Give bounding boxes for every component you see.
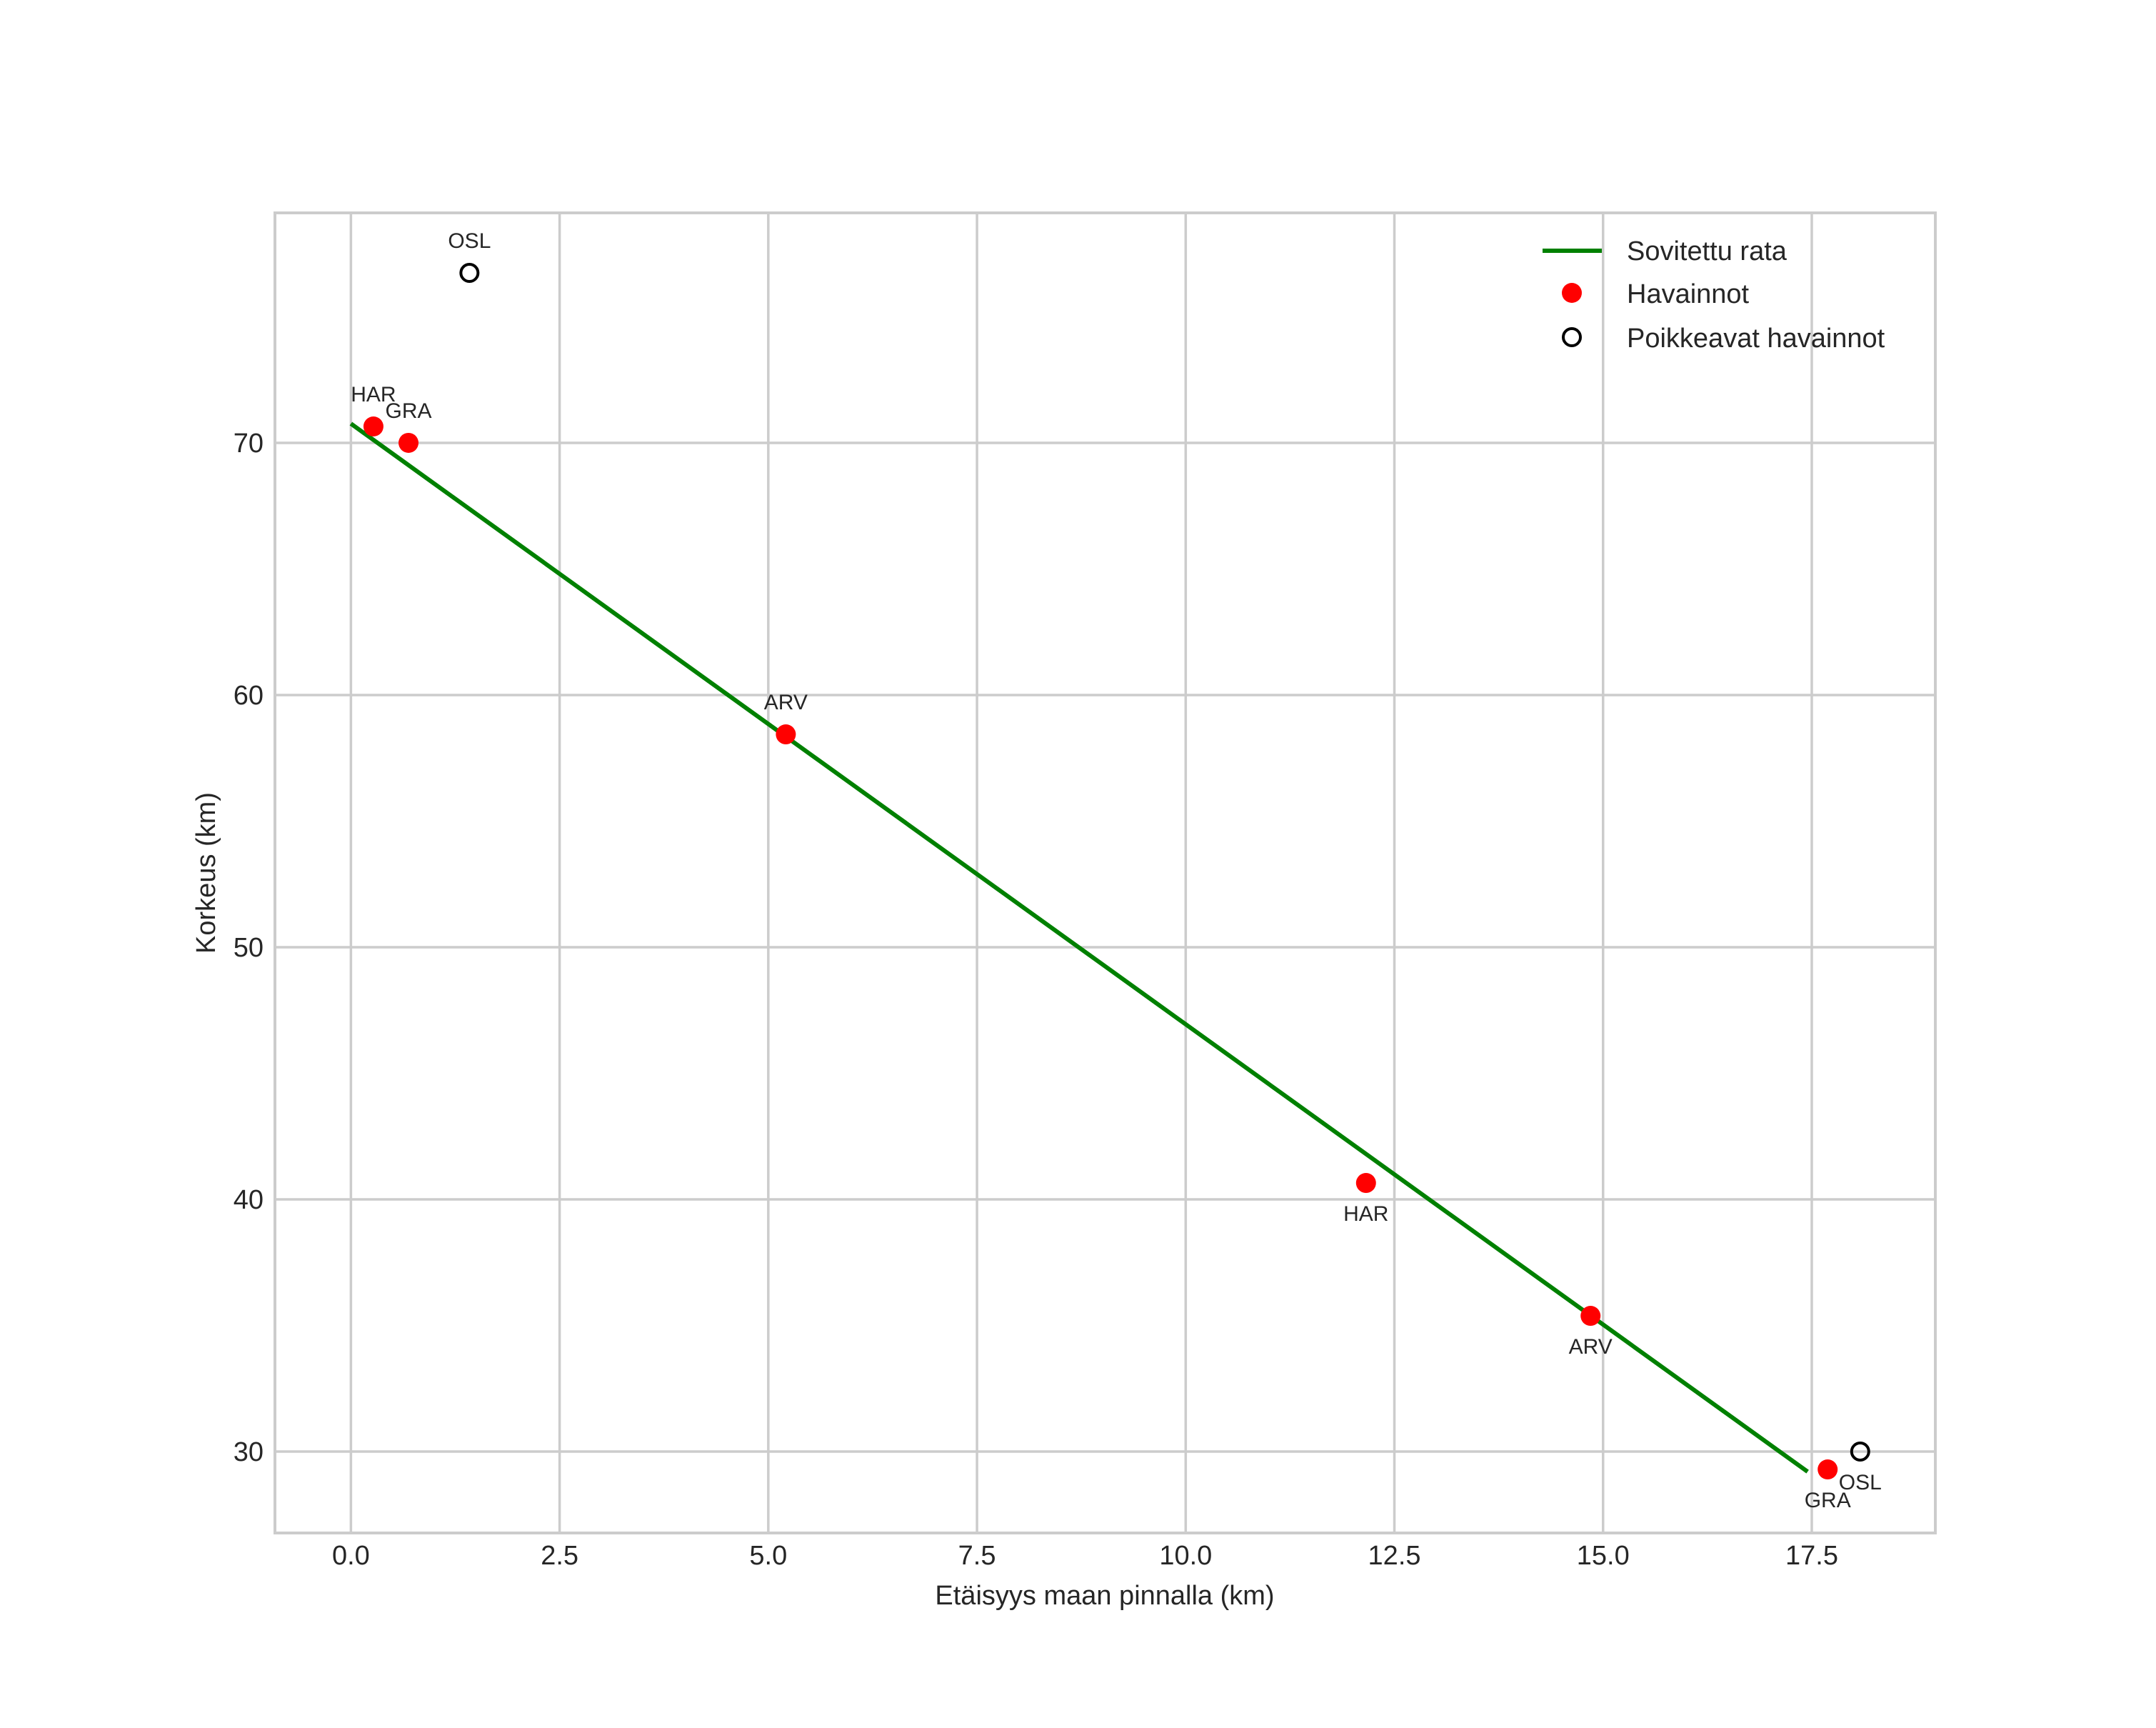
outlier-point xyxy=(459,263,480,284)
observation-point xyxy=(398,432,419,453)
y-gridlines xyxy=(275,441,1935,1453)
fit-line xyxy=(349,421,1809,1474)
point-label: HAR xyxy=(351,383,396,406)
axes-frame xyxy=(274,211,1937,1534)
y-tick-label: 70 xyxy=(234,429,264,459)
legend-label-fit-line: Sovitettu rata xyxy=(1627,236,1788,266)
x-tick-label: 17.5 xyxy=(1785,1541,1838,1571)
y-tick-label: 40 xyxy=(234,1185,264,1215)
point-label: HAR xyxy=(1343,1202,1388,1226)
point-label: ARV xyxy=(1569,1335,1613,1359)
legend-item-outliers: Poikkeavat havainnot xyxy=(1562,324,1885,354)
x-tick-label: 7.5 xyxy=(958,1541,996,1571)
y-tick-label: 30 xyxy=(234,1437,264,1467)
legend-label-observations: Havainnot xyxy=(1627,279,1750,309)
fit-line-series xyxy=(349,421,1809,1474)
y-tick-label: 50 xyxy=(234,933,264,963)
point-label: OSL xyxy=(448,229,491,253)
y-tick-label: 60 xyxy=(234,681,264,711)
x-gridlines xyxy=(349,213,1813,1533)
observation-point xyxy=(1580,1306,1601,1327)
x-tick-label: 5.0 xyxy=(749,1541,787,1571)
y-axis-label: Korkeus (km) xyxy=(191,792,221,954)
x-axis-label: Etäisyys maan pinnalla (km) xyxy=(935,1581,1274,1611)
y-tick-labels: 30 40 50 60 70 xyxy=(234,429,264,1467)
outliers-series xyxy=(459,263,1870,1462)
hollow-circle-icon xyxy=(1562,327,1582,347)
plot-area: 0.0 2.5 5.0 7.5 10.0 12.5 15.0 17.5 3040506070 … xyxy=(234,211,1937,1571)
legend: Sovitettu rata Havainnot Poikkeavat hava… xyxy=(1543,236,1885,354)
x-tick-label: 2.5 xyxy=(541,1541,578,1571)
x-tick-label: 12.5 xyxy=(1368,1541,1421,1571)
observation-point xyxy=(1817,1459,1838,1480)
x-tick-label: 10.0 xyxy=(1159,1541,1212,1571)
point-label: GRA xyxy=(386,399,432,423)
legend-item-observations: Havainnot xyxy=(1562,279,1750,309)
x-tick-label: 15.0 xyxy=(1577,1541,1630,1571)
observation-point xyxy=(363,416,383,436)
observation-point xyxy=(776,724,796,745)
observations-series xyxy=(363,416,1838,1480)
legend-item-fit-line: Sovitettu rata xyxy=(1543,236,1788,266)
point-label: OSL xyxy=(1839,1471,1882,1494)
point-label: ARV xyxy=(764,691,808,714)
x-tick-labels: 0.0 2.5 5.0 7.5 10.0 12.5 15.0 17.5 xyxy=(332,1541,1838,1571)
point-label: GRA xyxy=(1805,1489,1851,1512)
legend-label-outliers: Poikkeavat havainnot xyxy=(1627,324,1885,354)
observation-point xyxy=(1355,1173,1376,1194)
red-dot-icon xyxy=(1562,283,1582,303)
axes-background xyxy=(275,213,1935,1533)
x-tick-label: 0.0 xyxy=(332,1541,370,1571)
outlier-point xyxy=(1850,1441,1870,1462)
